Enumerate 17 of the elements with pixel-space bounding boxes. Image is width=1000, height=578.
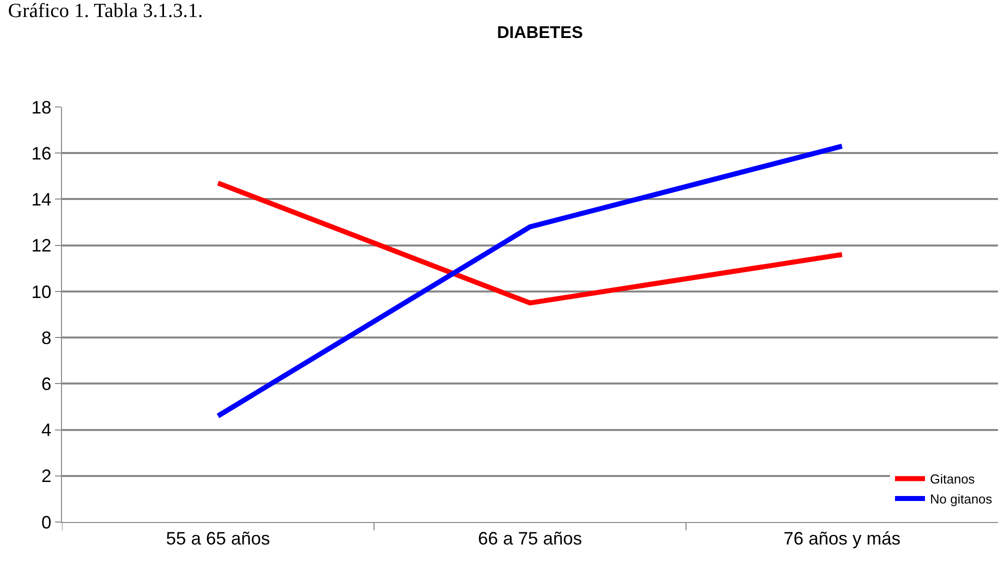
- y-tick-label: 16: [31, 143, 52, 164]
- text: Gráfico 1. Tabla 3.1.3.1.: [8, 0, 203, 22]
- x-tick-label: 66 a 75 años: [478, 528, 582, 549]
- y-tick-label: 12: [31, 236, 52, 256]
- legend-label: No gitanos: [930, 492, 993, 507]
- x-tick-label: 76 años y más: [783, 528, 901, 549]
- y-tick-label: 10: [31, 282, 52, 302]
- y-tick-label: 8: [41, 328, 52, 348]
- y-tick-label: 14: [31, 190, 52, 210]
- x-tick-label: 55 a 65 años: [166, 528, 270, 549]
- chart-title: DIABETES: [497, 22, 583, 42]
- y-tick-label: 2: [41, 466, 52, 486]
- y-tick-label: 0: [41, 512, 52, 532]
- y-tick-label: 18: [31, 97, 52, 118]
- y-tick-label: 4: [41, 420, 52, 440]
- legend-label: Gitanos: [930, 472, 976, 487]
- y-tick-label: 6: [41, 374, 52, 394]
